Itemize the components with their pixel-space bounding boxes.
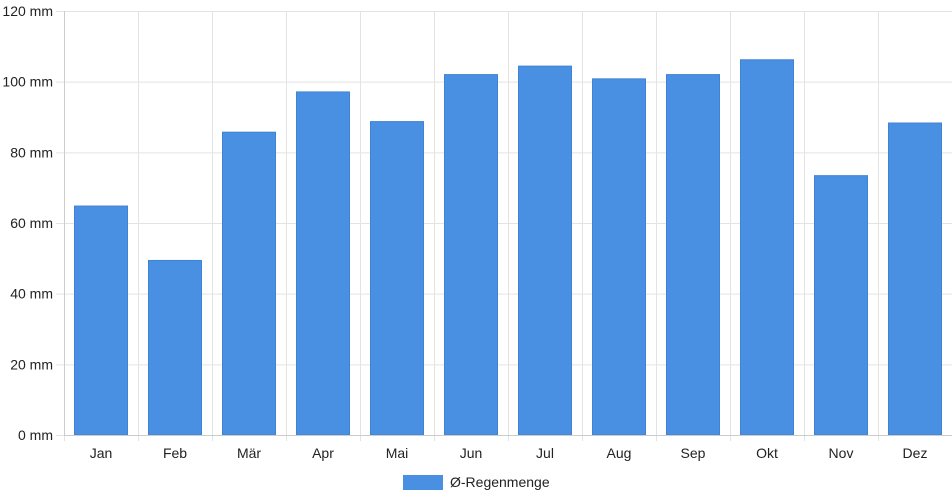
y-tick-label: 20 mm <box>10 356 53 372</box>
y-tick-label: 60 mm <box>10 215 53 231</box>
bar-Dez[interactable] <box>888 122 942 436</box>
bar-Jun[interactable] <box>444 74 498 436</box>
x-tick-label: Okt <box>756 445 778 461</box>
x-tick-label: Jun <box>460 445 483 461</box>
x-tick-label: Apr <box>312 445 334 461</box>
bar-Okt[interactable] <box>740 59 794 436</box>
y-tick-label: 100 mm <box>2 74 53 90</box>
x-tick-label: Sep <box>681 445 706 461</box>
x-tick-label: Aug <box>607 445 632 461</box>
x-tick-label: Dez <box>903 445 928 461</box>
bar-Aug[interactable] <box>592 78 646 436</box>
x-tick-label: Jul <box>536 445 554 461</box>
bar-Mär[interactable] <box>222 131 276 436</box>
bar-Sep[interactable] <box>666 74 720 436</box>
y-tick-label: 0 mm <box>18 427 53 443</box>
x-tick-label: Mai <box>386 445 409 461</box>
bar-Mai[interactable] <box>370 121 424 436</box>
bar-Jan[interactable] <box>74 205 128 436</box>
y-tick-label: 120 mm <box>2 3 53 19</box>
bar-Feb[interactable] <box>148 259 202 436</box>
y-tick-label: 80 mm <box>10 144 53 160</box>
x-tick-label: Feb <box>163 445 187 461</box>
bars <box>74 59 942 436</box>
x-tick-label: Nov <box>829 445 854 461</box>
grid <box>56 11 952 441</box>
legend-label: Ø-Regenmenge <box>450 474 550 490</box>
legend[interactable]: Ø-Regenmenge <box>403 474 550 490</box>
bar-Nov[interactable] <box>814 175 868 436</box>
x-tick-label: Jan <box>90 445 113 461</box>
bar-Jul[interactable] <box>518 65 572 436</box>
bar-Apr[interactable] <box>296 91 350 436</box>
axes: 0 mm 20 mm 40 mm 60 mm 80 mm 100 mm 120 mm Jan F… <box>2 3 952 461</box>
legend-swatch <box>403 475 443 490</box>
x-tick-label: Mär <box>237 445 261 461</box>
y-tick-label: 40 mm <box>10 286 53 302</box>
